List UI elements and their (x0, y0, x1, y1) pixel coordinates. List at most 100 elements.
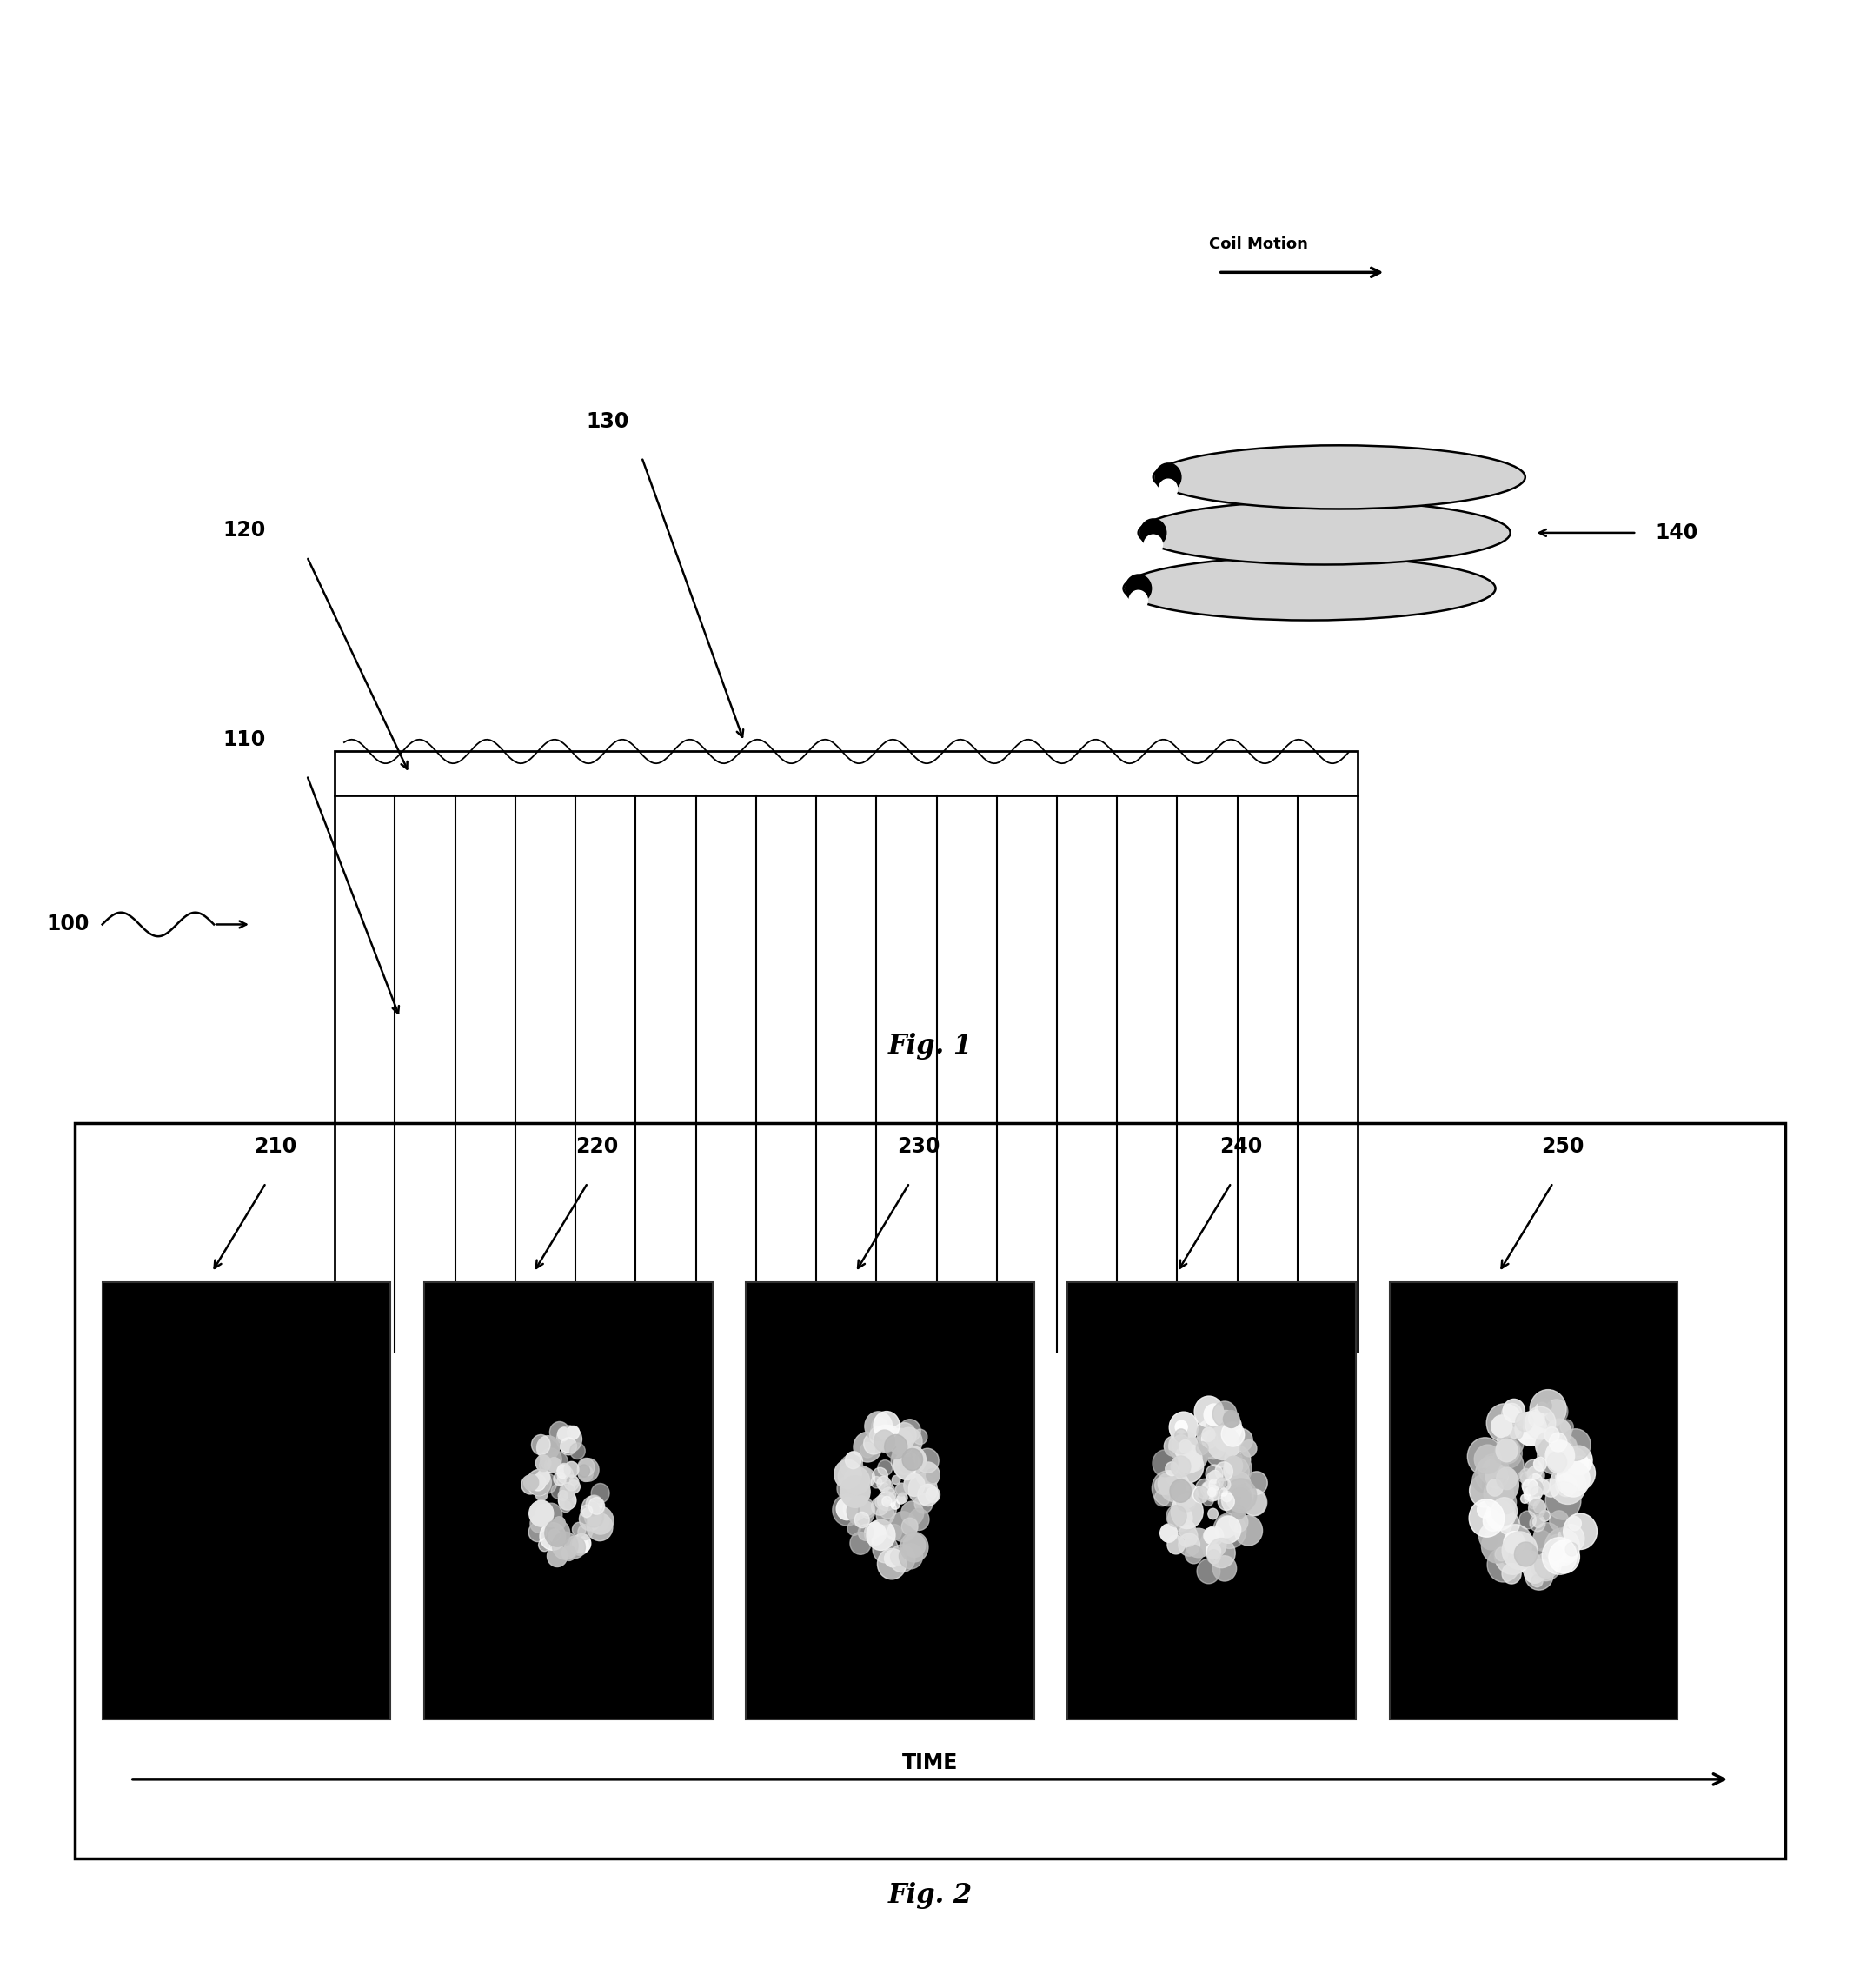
Circle shape (1203, 1483, 1213, 1493)
Circle shape (895, 1483, 908, 1497)
Circle shape (1546, 1439, 1575, 1471)
Circle shape (1196, 1479, 1215, 1499)
Circle shape (893, 1423, 917, 1447)
Circle shape (1198, 1559, 1220, 1584)
Circle shape (898, 1419, 921, 1441)
Circle shape (837, 1477, 859, 1501)
Circle shape (1529, 1485, 1536, 1495)
Circle shape (1533, 1501, 1546, 1513)
Circle shape (1226, 1479, 1257, 1513)
Circle shape (1228, 1481, 1254, 1509)
Text: 220: 220 (575, 1137, 619, 1157)
Circle shape (591, 1483, 610, 1503)
Circle shape (863, 1433, 883, 1455)
Circle shape (1229, 1451, 1242, 1465)
Text: 110: 110 (223, 730, 266, 749)
Circle shape (900, 1533, 928, 1563)
Circle shape (1566, 1543, 1577, 1557)
Circle shape (1495, 1437, 1520, 1463)
Circle shape (1202, 1481, 1216, 1497)
Circle shape (571, 1537, 588, 1555)
Circle shape (874, 1495, 887, 1509)
Circle shape (560, 1437, 577, 1455)
Circle shape (547, 1451, 567, 1473)
Circle shape (1548, 1545, 1562, 1561)
Circle shape (567, 1481, 580, 1493)
Circle shape (1534, 1402, 1549, 1417)
Circle shape (1494, 1535, 1531, 1574)
Circle shape (1209, 1409, 1242, 1445)
Circle shape (1501, 1404, 1521, 1425)
Circle shape (1177, 1437, 1207, 1471)
Circle shape (578, 1465, 590, 1477)
Circle shape (1557, 1541, 1577, 1563)
Circle shape (1192, 1437, 1207, 1453)
Circle shape (1525, 1408, 1555, 1439)
Circle shape (1540, 1511, 1549, 1521)
Circle shape (884, 1481, 893, 1489)
Circle shape (1533, 1489, 1542, 1499)
Circle shape (1555, 1435, 1577, 1459)
Circle shape (910, 1509, 930, 1531)
Circle shape (567, 1425, 580, 1439)
Circle shape (1559, 1525, 1585, 1553)
Circle shape (867, 1519, 895, 1551)
Circle shape (1557, 1461, 1590, 1497)
Circle shape (1207, 1487, 1216, 1497)
Circle shape (876, 1477, 891, 1491)
Circle shape (1521, 1471, 1534, 1485)
Circle shape (1231, 1429, 1252, 1451)
Circle shape (1207, 1421, 1226, 1439)
Circle shape (560, 1501, 571, 1513)
Circle shape (538, 1435, 560, 1459)
Circle shape (833, 1495, 861, 1525)
Circle shape (1125, 575, 1151, 602)
Circle shape (915, 1493, 932, 1513)
Circle shape (1192, 1487, 1209, 1503)
Circle shape (552, 1533, 578, 1559)
Circle shape (1205, 1543, 1220, 1559)
Circle shape (1179, 1439, 1192, 1453)
Circle shape (1207, 1509, 1218, 1519)
Circle shape (591, 1513, 608, 1531)
Circle shape (1246, 1471, 1267, 1495)
Circle shape (861, 1501, 874, 1515)
Circle shape (1523, 1479, 1538, 1495)
Circle shape (1531, 1390, 1566, 1429)
Circle shape (1196, 1419, 1222, 1447)
Circle shape (578, 1507, 601, 1531)
Circle shape (846, 1497, 874, 1527)
Circle shape (1518, 1471, 1527, 1481)
Circle shape (556, 1465, 569, 1479)
Circle shape (1557, 1447, 1588, 1481)
Circle shape (1488, 1479, 1512, 1505)
Bar (424, 1282, 712, 1720)
Circle shape (861, 1505, 874, 1519)
Circle shape (1492, 1415, 1512, 1437)
Circle shape (577, 1459, 599, 1481)
Text: TIME: TIME (902, 1753, 958, 1773)
Text: 210: 210 (253, 1137, 298, 1157)
Circle shape (885, 1435, 908, 1459)
Circle shape (1205, 1471, 1224, 1491)
Circle shape (1207, 1539, 1235, 1569)
Circle shape (1495, 1439, 1518, 1461)
Circle shape (898, 1543, 923, 1569)
Circle shape (1488, 1467, 1505, 1485)
Circle shape (1499, 1437, 1514, 1453)
Circle shape (1200, 1531, 1226, 1559)
Circle shape (898, 1493, 908, 1503)
Circle shape (558, 1491, 567, 1501)
Circle shape (1520, 1511, 1536, 1529)
Circle shape (893, 1445, 911, 1467)
Circle shape (1564, 1513, 1598, 1549)
Circle shape (1202, 1431, 1218, 1447)
Text: 130: 130 (586, 412, 629, 431)
Circle shape (1518, 1419, 1536, 1439)
Circle shape (861, 1443, 874, 1457)
Circle shape (1203, 1404, 1224, 1425)
Circle shape (1529, 1501, 1536, 1509)
Circle shape (1482, 1507, 1512, 1537)
Circle shape (1168, 1535, 1185, 1555)
Circle shape (1546, 1400, 1568, 1423)
